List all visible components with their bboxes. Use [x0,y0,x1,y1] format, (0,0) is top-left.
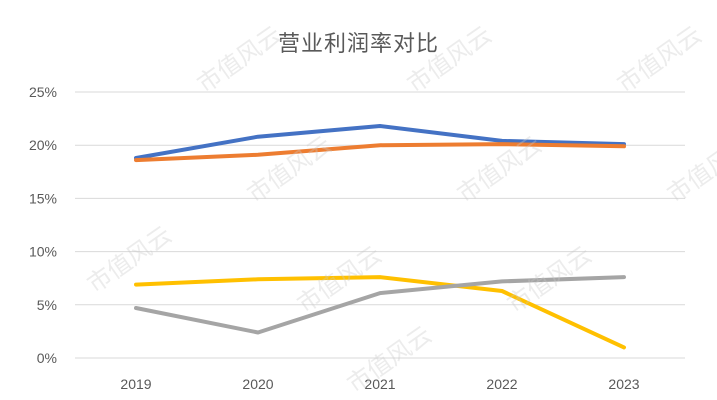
x-tick-label: 2021 [364,376,395,392]
chart-title: 营业利润率对比 [277,32,439,57]
series-line [134,275,626,350]
y-tick-label: 5% [37,297,57,313]
y-tick-label: 25% [29,84,57,100]
y-tick-label: 15% [29,190,57,206]
x-tick-label: 2020 [242,376,273,392]
y-tick-label: 10% [29,244,57,260]
y-tick-label: 20% [29,137,57,153]
x-tick-label: 2019 [120,376,151,392]
series-line [134,275,626,335]
x-tick-label: 2022 [486,376,517,392]
series-line [134,142,626,163]
y-tick-label: 0% [37,350,57,366]
series-line [134,124,626,160]
x-tick-label: 2023 [608,376,639,392]
